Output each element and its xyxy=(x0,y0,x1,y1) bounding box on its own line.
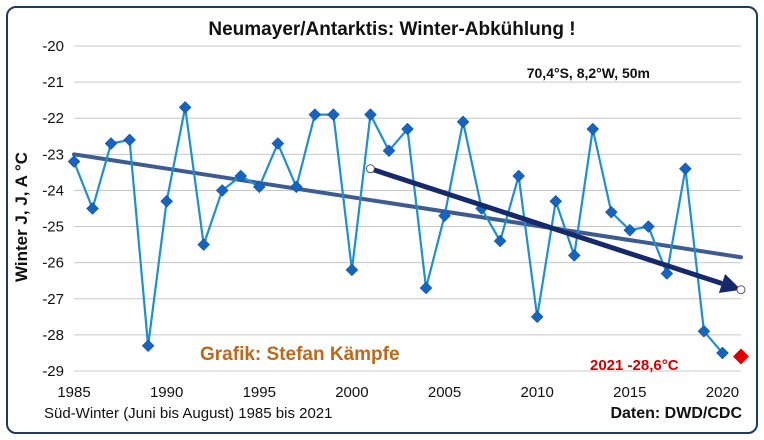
data-point xyxy=(289,180,303,194)
data-point xyxy=(141,339,155,353)
arrow-end-handle xyxy=(736,285,746,295)
data-point xyxy=(456,115,470,129)
y-tick-label: -24 xyxy=(42,182,64,199)
data-point xyxy=(586,122,600,136)
x-tick-label: 2015 xyxy=(613,384,646,401)
data-point xyxy=(512,169,526,183)
y-tick-label: -22 xyxy=(42,110,64,127)
y-tick-label: -27 xyxy=(42,291,64,308)
x-tick-label: 2010 xyxy=(521,384,554,401)
y-grid xyxy=(74,45,741,372)
y-tick-labels: -20 -21 -22 -23 -24 -25 -26 -27 -28 -29 xyxy=(42,38,64,380)
data-point xyxy=(86,202,99,215)
y-axis-label: Winter J, J, A °C xyxy=(12,152,31,282)
highlight-group xyxy=(733,348,749,365)
data-point xyxy=(382,144,396,158)
arrow-shaft xyxy=(369,166,723,286)
data-point xyxy=(160,194,173,208)
data-point xyxy=(271,137,285,150)
y-tick-label: -23 xyxy=(42,146,64,163)
chart-frame xyxy=(6,6,758,434)
y-tick-label: -25 xyxy=(42,219,64,236)
arrow-head xyxy=(718,274,741,294)
data-point xyxy=(567,249,581,262)
chart-title: Neumayer/Antarktis: Winter-Abkühlung ! xyxy=(208,19,575,40)
x-tick-label: 2020 xyxy=(706,384,739,401)
data-point xyxy=(493,234,507,248)
data-point xyxy=(438,209,451,223)
y-tick-label: -21 xyxy=(42,74,64,91)
x-tick-labels: 1985 1990 1995 2000 2005 2010 2015 2020 xyxy=(57,384,739,401)
data-point xyxy=(104,137,118,150)
data-point xyxy=(67,155,81,168)
data-point xyxy=(123,133,136,147)
x-tick-label: 1995 xyxy=(243,384,276,401)
arrow-start-handle xyxy=(365,164,375,174)
data-point xyxy=(549,194,563,208)
data-point xyxy=(345,263,359,277)
highlight-point xyxy=(733,348,749,365)
arrow-group xyxy=(365,164,746,295)
data-point xyxy=(364,108,377,121)
data-point xyxy=(623,223,637,237)
data-point xyxy=(327,108,340,121)
data-point xyxy=(178,101,192,114)
station-info: 70,4°S, 8,2°W, 50m xyxy=(527,65,650,81)
trend-line-group xyxy=(72,152,743,260)
data-point xyxy=(419,281,433,295)
data-point xyxy=(530,310,544,324)
source-label: Daten: DWD/CDC xyxy=(610,405,742,422)
data-point xyxy=(679,162,692,176)
data-point xyxy=(308,108,322,121)
data-point xyxy=(401,122,414,136)
data-point xyxy=(697,324,711,338)
trend-line xyxy=(72,152,743,260)
y-tick-label: -26 xyxy=(42,255,64,272)
data-point xyxy=(197,238,211,251)
y-tick-label: -29 xyxy=(42,363,64,380)
data-point xyxy=(215,184,229,197)
x-tick-label: 2000 xyxy=(335,384,368,401)
data-point xyxy=(604,205,618,219)
y-tick-label: -28 xyxy=(42,327,64,344)
x-tick-label: 1990 xyxy=(150,384,183,401)
data-point xyxy=(252,180,266,194)
data-point xyxy=(660,267,674,280)
credit-label: Grafik: Stefan Kämpfe xyxy=(200,344,400,365)
series-group xyxy=(67,101,729,360)
data-point xyxy=(716,346,729,360)
x-axis-label: Süd-Winter (Juni bis August) 1985 bis 20… xyxy=(44,405,333,422)
x-tick-label: 2005 xyxy=(428,384,461,401)
data-point xyxy=(642,220,655,233)
data-point xyxy=(234,169,248,183)
highlight-label: 2021 -28,6°C xyxy=(590,357,679,374)
y-tick-label: -20 xyxy=(42,38,64,55)
x-tick-label: 1985 xyxy=(57,384,90,401)
